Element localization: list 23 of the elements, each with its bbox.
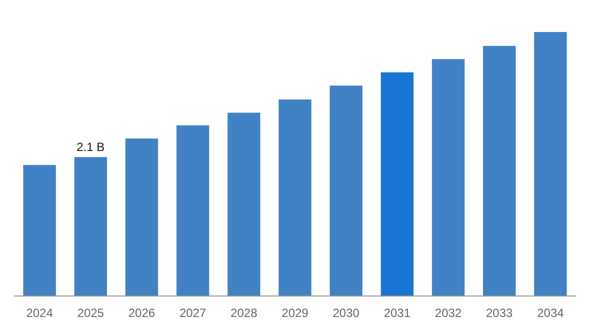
bar <box>176 125 210 296</box>
x-tick-label: 2024 <box>26 306 54 320</box>
bar <box>125 138 158 296</box>
x-tick-label: 2033 <box>486 306 514 320</box>
bar <box>380 72 414 296</box>
x-tick-label: 2029 <box>282 306 309 320</box>
bar <box>432 59 465 296</box>
bar <box>228 112 260 296</box>
bar <box>483 46 516 296</box>
x-tick-label: 2034 <box>537 306 564 320</box>
x-tick-label: 2028 <box>230 306 258 320</box>
x-tick-label: 2031 <box>384 306 411 320</box>
x-tick-label: 2027 <box>179 306 206 320</box>
bar <box>278 99 312 296</box>
x-tick-label: 2030 <box>332 306 360 320</box>
x-tick-label: 2026 <box>128 306 156 320</box>
data-label: 2.1 B <box>76 140 105 154</box>
bar <box>330 86 362 296</box>
x-tick-label: 2025 <box>77 306 104 320</box>
bar <box>534 32 567 296</box>
bar <box>74 157 107 296</box>
x-tick-label: 2032 <box>434 306 462 320</box>
bar <box>23 164 56 296</box>
